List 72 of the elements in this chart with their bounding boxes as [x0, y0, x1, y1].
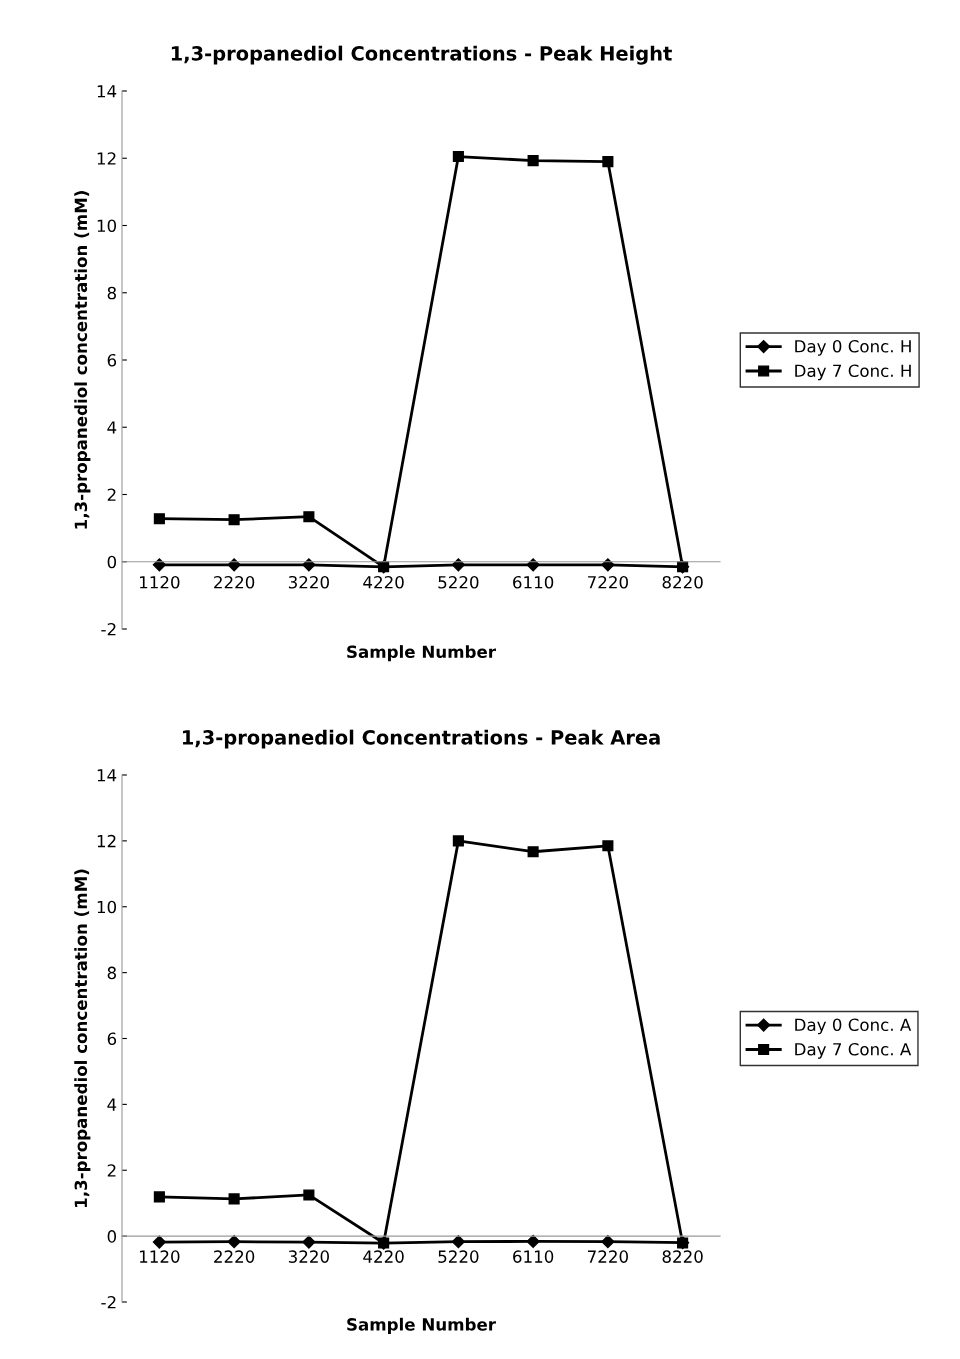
y-tick-label: 2 [107, 1164, 116, 1177]
legend-label: Day 7 Conc. H [795, 364, 911, 381]
legend-label: Day 0 Conc. A [795, 1018, 912, 1035]
y-axis-title: 1,3-propanediol concentration (mM) [74, 869, 91, 1207]
x-tick-label: 4220 [363, 1250, 404, 1263]
point [602, 156, 614, 168]
point [602, 840, 614, 852]
point [303, 1189, 315, 1201]
point [378, 1237, 390, 1249]
point [153, 1191, 165, 1203]
chart-title: 1,3-propanediol Concentrations - Peak Area [182, 729, 660, 749]
point [452, 151, 464, 163]
y-tick-label: 2 [107, 488, 116, 501]
y-tick-label: 8 [107, 966, 116, 980]
point [227, 558, 241, 572]
x-tick-label: 6110 [513, 1250, 554, 1263]
point [677, 561, 689, 573]
x-tick-label: 8220 [662, 575, 703, 589]
point [451, 558, 465, 572]
point [302, 558, 316, 572]
y-tick-label: 0 [107, 555, 117, 569]
point [302, 1235, 316, 1249]
point [227, 1235, 241, 1249]
point [527, 155, 539, 167]
x-tick-label: 1120 [140, 1250, 180, 1263]
point [451, 1235, 465, 1249]
point [152, 558, 166, 572]
y-tick-label: 10 [97, 219, 117, 233]
point [526, 558, 540, 572]
y-tick-label: 4 [107, 1098, 117, 1111]
chart-title: 1,3-propanediol Concentrations - Peak Height [171, 45, 672, 65]
point [228, 1193, 240, 1205]
y-tick-label: 14 [97, 769, 117, 782]
point [303, 511, 315, 523]
legend-label: Day 0 Conc. H [795, 340, 911, 356]
y-tick-label: 0 [107, 1230, 117, 1243]
y-axis-title: 1,3-propanediol concentration (mM) [74, 191, 91, 529]
x-tick-label: 4220 [363, 575, 404, 589]
x-tick-label: 2220 [214, 575, 255, 589]
point [153, 513, 165, 525]
x-tick-label: 7220 [588, 1250, 628, 1263]
x-tick-label: 3220 [288, 1250, 329, 1263]
y-tick-label: -2 [101, 1295, 116, 1309]
y-tick-label: 8 [107, 286, 116, 300]
y-tick-label: 14 [97, 85, 117, 98]
point [526, 1234, 540, 1248]
x-tick-label: 5220 [438, 575, 479, 589]
x-tick-label: 7220 [588, 575, 628, 589]
x-tick-label: 5220 [438, 1250, 479, 1263]
x-axis-title: Sample Number [347, 645, 496, 662]
y-tick-label: 12 [97, 152, 116, 165]
y-tick-label: 12 [97, 834, 116, 848]
legend-label: Day 7 Conc. A [795, 1042, 912, 1059]
point [677, 1237, 689, 1249]
x-axis-title: Sample Number [347, 1317, 496, 1334]
x-tick-label: 1120 [140, 575, 180, 589]
y-tick-label: -2 [101, 622, 116, 636]
x-tick-label: 6110 [513, 575, 554, 589]
point [601, 558, 615, 572]
point [527, 846, 539, 858]
y-tick-label: 4 [107, 421, 117, 434]
point [378, 561, 390, 573]
point [452, 835, 464, 847]
y-tick-label: 6 [107, 353, 117, 367]
point [152, 1235, 166, 1249]
point [601, 1235, 615, 1249]
y-tick-label: 6 [107, 1032, 117, 1046]
x-tick-label: 2220 [214, 1250, 255, 1263]
x-tick-label: 3220 [288, 575, 329, 589]
point [228, 514, 240, 526]
y-tick-label: 10 [97, 900, 117, 914]
x-tick-label: 8220 [662, 1250, 703, 1263]
